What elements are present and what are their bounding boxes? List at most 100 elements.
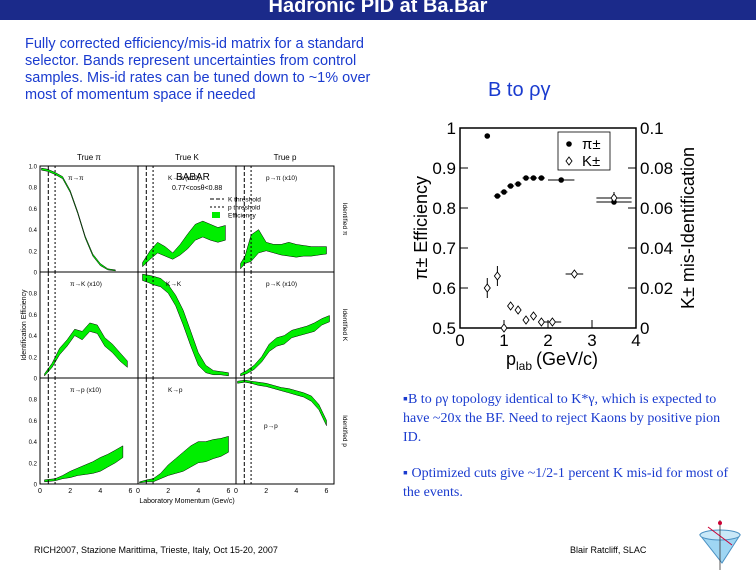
y-left-tick-label: 0.6	[432, 279, 456, 298]
kaon-misid-point	[507, 301, 515, 311]
matrix-panel: K→π (x10)	[137, 165, 237, 273]
chart-title: BABAR	[176, 172, 210, 183]
column-header: True K	[175, 153, 199, 162]
kaon-misid-point	[500, 323, 508, 333]
y-tick-label: 0.4	[29, 440, 38, 446]
x-tick-label: 3	[587, 331, 596, 350]
y-right-tick-label: 0.02	[640, 279, 673, 298]
y-right-tick-label: 0.08	[640, 159, 673, 178]
legend-entry: π±	[582, 136, 601, 153]
y-tick-label: 0.6	[29, 419, 38, 425]
y-right-axis-label: K± mis-Identification	[678, 147, 698, 309]
slide-title: Hadronic PID at Ba.Bar	[268, 0, 488, 17]
matrix-panel: p→K (x10)	[235, 271, 335, 379]
panel-label: K→p	[168, 387, 183, 394]
subheading: B to ργ	[488, 79, 551, 101]
efficiency-band	[41, 167, 116, 272]
legend-marker-pion	[566, 141, 572, 147]
efficiency-band	[240, 229, 327, 270]
y-left-axis-label: π± Efficiency	[411, 176, 431, 280]
x-tick-label: 0	[38, 488, 42, 495]
column-header: True π	[77, 153, 101, 162]
legend-swatch	[212, 212, 220, 218]
x-tick-label: 4	[98, 488, 102, 495]
pion-efficiency-point	[558, 177, 564, 183]
x-tick-label: 4	[294, 488, 298, 495]
y-right-tick-label: 0.1	[640, 119, 664, 138]
pion-efficiency-point	[501, 189, 507, 195]
bullet-2: ▪ Optimized cuts give ~1/2-1 percent K m…	[403, 466, 729, 500]
kaon-misid-point	[514, 305, 522, 315]
legend-entry: Efficiency	[228, 213, 256, 220]
kaon-misid-point	[610, 193, 618, 203]
panel-label: π→π	[68, 175, 84, 182]
row-label: Identified π	[341, 203, 348, 236]
bullet-list: ▪B to ργ topology identical to K*γ, whic…	[403, 390, 733, 519]
y-tick-label: 0.4	[29, 228, 38, 234]
legend-entry: p threshold	[228, 205, 261, 212]
bullet-1: ▪B to ργ topology identical to K*γ, whic…	[403, 392, 721, 445]
efficiency-band	[240, 315, 330, 377]
y-tick-label: 0.8	[29, 186, 38, 192]
y-axis-label: Identification Efficiency	[21, 289, 28, 361]
rho-gamma-efficiency-chart: 0 1 2 3 4 0.5 0.6 0.7 0.8 0.9 1 0 0.02 0.04 0.06 0.08 0.…	[411, 119, 698, 373]
matrix-panel: K→K	[137, 271, 237, 379]
kaon-misid-point	[483, 283, 491, 293]
kaon-misid-point	[548, 317, 556, 327]
y-left-tick-label: 0.9	[432, 159, 456, 178]
legend-box	[557, 131, 611, 171]
pion-efficiency-point	[507, 183, 514, 189]
matrix-panel: K→p	[137, 377, 237, 485]
matrix-panel: π→K (x10)	[39, 271, 139, 379]
panel-label: p→π (x10)	[266, 175, 297, 182]
x-tick-label: 4	[196, 488, 200, 495]
x-tick-label: 6	[325, 488, 329, 495]
x-tick-label: 0	[455, 331, 464, 350]
panel-label: π→p (x10)	[70, 387, 101, 394]
y-left-tick-label: 1	[447, 119, 456, 138]
x-tick-label: 0	[136, 488, 140, 495]
row-label: Identified p	[341, 415, 348, 447]
footer-author: Blair Ratcliff, SLAC	[570, 545, 647, 555]
y-tick-label: 0.8	[29, 292, 38, 298]
kaon-misid-point	[529, 311, 538, 321]
x-axis-label: Laboratory Momentum (Gev/c)	[139, 498, 234, 505]
y-tick-label: 0.4	[29, 334, 38, 340]
pion-efficiency-point	[484, 133, 491, 139]
pion-efficiency-point	[523, 175, 529, 181]
intro-text: Fully corrected efficiency/mis-id matrix…	[25, 36, 371, 103]
footer-conference: RICH2007, Stazione Marittima, Trieste, I…	[34, 545, 278, 555]
column-header: True p	[274, 153, 297, 162]
efficiency-band	[142, 220, 226, 268]
matrix-panel: p→p	[235, 377, 335, 485]
y-tick-label: 0	[34, 271, 38, 277]
panel-label: p→p	[264, 423, 278, 430]
pion-efficiency-point	[538, 175, 545, 181]
legend-entry: K threshold	[228, 197, 261, 204]
x-tick-label: 0	[234, 488, 238, 495]
efficiency-band	[139, 435, 229, 484]
efficiency-band	[44, 445, 124, 483]
y-tick-label: 0.6	[29, 207, 38, 213]
x-tick-label: 6	[227, 488, 231, 495]
legend-entry: K±	[582, 153, 600, 170]
x-tick-label: 1	[499, 331, 508, 350]
y-right-tick-label: 0	[640, 319, 649, 338]
y-right-tick-label: 0.04	[640, 239, 673, 258]
matrix-panel: π→π	[39, 165, 139, 273]
efficiency-band	[142, 273, 229, 377]
efficiency-band	[237, 379, 327, 426]
y-tick-label: 0	[34, 377, 38, 383]
x-tick-label: 2	[543, 331, 552, 350]
y-right-tick-label: 0.06	[640, 199, 673, 218]
panel-label: K→K	[166, 281, 182, 288]
x-tick-label: 2	[264, 488, 268, 495]
y-left-tick-label: 0.7	[432, 239, 456, 258]
x-tick-label: 4	[631, 331, 640, 350]
kaon-misid-point	[570, 269, 578, 279]
y-tick-label: 0.8	[29, 398, 38, 404]
matrix-panel: π→p (x10)	[39, 377, 139, 485]
y-tick-label: 1.0	[29, 165, 38, 171]
rich-detector-logo	[698, 520, 741, 570]
cut-label: 0.77<cosθ<0.88	[172, 185, 222, 192]
